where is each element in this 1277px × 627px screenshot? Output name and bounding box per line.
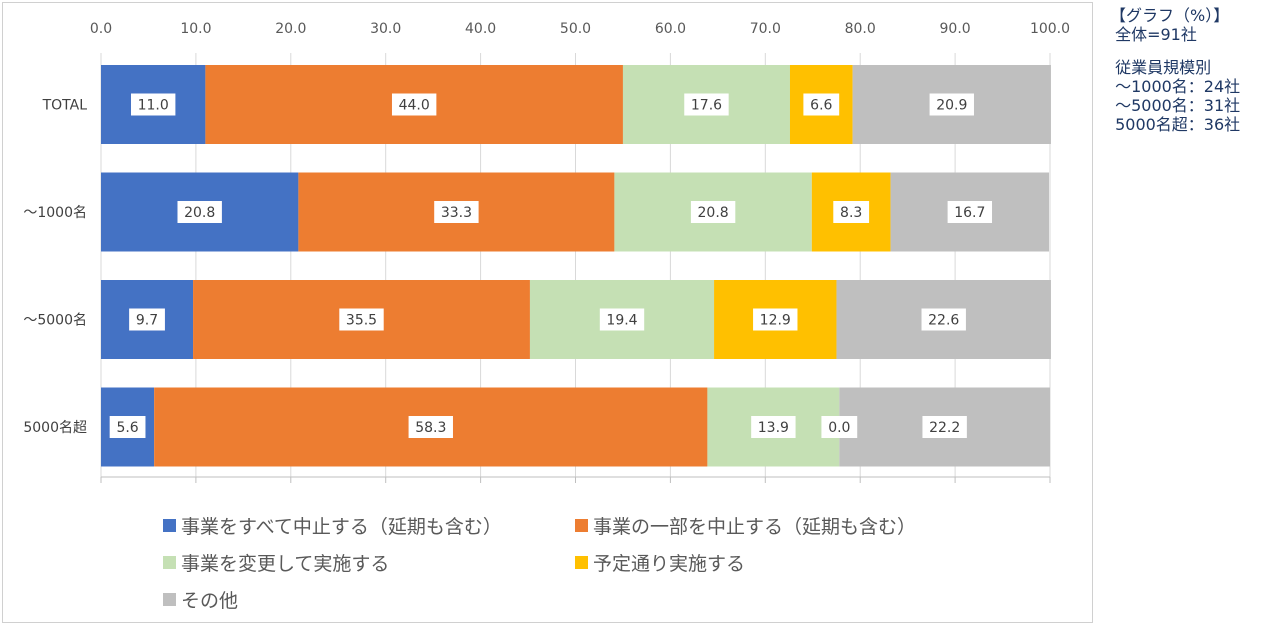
data-label: 16.7 <box>954 205 985 221</box>
data-label-bg <box>922 416 967 438</box>
note-title: 【グラフ（%）】 <box>1110 6 1230 25</box>
category-label: 5000名超 <box>23 420 87 436</box>
data-label-bg <box>391 93 437 116</box>
legend-item-stop-all: 事業をすべて中止する（延期も含む） <box>163 512 553 539</box>
data-label-bg <box>434 201 479 223</box>
x-tick-label: 40.0 <box>465 21 496 37</box>
x-tick-label: 60.0 <box>655 21 686 37</box>
x-tick-label: 70.0 <box>750 21 781 37</box>
legend: 事業をすべて中止する（延期も含む） 事業の一部を中止する（延期も含む） 事業を変… <box>163 507 1063 618</box>
data-label: 13.9 <box>758 420 789 436</box>
legend-item-as-planned: 予定通り実施する <box>575 549 745 576</box>
note-breakdown-over5000: 5000名超：36社 <box>1110 115 1241 134</box>
data-label-bg <box>684 93 729 116</box>
data-label: 20.9 <box>936 98 967 114</box>
data-label: 44.0 <box>399 98 430 114</box>
legend-swatch <box>163 593 176 606</box>
data-label: 9.7 <box>136 313 158 329</box>
x-tick-label: 30.0 <box>370 21 401 37</box>
data-label-bg <box>339 308 384 331</box>
data-label: 20.8 <box>698 205 729 221</box>
data-label: 20.8 <box>184 205 215 221</box>
category-label: TOTAL <box>42 98 88 114</box>
side-note: 【グラフ（%）】 全体=91社 従業員規模別 ～1000名：24社 ～5000名… <box>1110 6 1275 134</box>
data-label-bg <box>690 201 736 223</box>
data-label: 58.3 <box>415 420 446 436</box>
data-label-bg <box>177 201 222 223</box>
legend-label: 事業をすべて中止する（延期も含む） <box>181 516 502 538</box>
data-label: 11.0 <box>138 98 169 114</box>
data-label: 17.6 <box>691 98 722 114</box>
data-label-bg <box>751 416 796 438</box>
stacked-bar-chart: 0.0 10.0 20.0 30.0 40.0 50.0 60.0 70.0 80.0 90.0 1… <box>23 21 1070 483</box>
data-label-bg <box>833 201 870 223</box>
data-label-bg <box>130 93 176 116</box>
data-label: 8.3 <box>840 205 862 221</box>
data-label-bg <box>109 416 146 438</box>
data-label: 33.3 <box>441 205 472 221</box>
data-label: 12.9 <box>760 313 791 329</box>
legend-item-change: 事業を変更して実施する <box>163 549 553 576</box>
data-label: 6.6 <box>810 98 832 114</box>
category-label: ～1000名 <box>23 205 87 221</box>
data-label-bg <box>929 93 974 116</box>
data-label-bg <box>947 201 993 223</box>
legend-label: 予定通り実施する <box>593 553 746 575</box>
legend-label: 事業の一部を中止する（延期も含む） <box>593 516 917 538</box>
note-breakdown-title: 従業員規模別 <box>1110 58 1212 77</box>
legend-label: 事業を変更して実施する <box>181 553 390 575</box>
data-label: 0.0 <box>828 420 850 436</box>
x-tick-label: 10.0 <box>180 21 211 37</box>
legend-swatch <box>163 556 176 569</box>
legend-swatch <box>163 519 176 532</box>
legend-swatch <box>575 556 588 569</box>
x-tick-label: 0.0 <box>90 21 112 37</box>
data-label-bg <box>753 308 798 331</box>
legend-item-other: その他 <box>163 586 238 613</box>
legend-label: その他 <box>181 590 239 612</box>
data-label-bg <box>599 308 645 331</box>
note-breakdown-5000: ～5000名：31社 <box>1110 96 1241 115</box>
chart-frame: 0.0 10.0 20.0 30.0 40.0 50.0 60.0 70.0 80.0 90.0 1… <box>2 2 1093 623</box>
note-breakdown-1000: ～1000名：24社 <box>1110 77 1241 96</box>
x-tick-label: 50.0 <box>560 21 591 37</box>
data-label: 19.4 <box>606 313 637 329</box>
x-tick-label: 90.0 <box>940 21 971 37</box>
data-label: 5.6 <box>116 420 138 436</box>
x-tick-label: 100.0 <box>1030 21 1070 37</box>
x-tick-label: 80.0 <box>845 21 876 37</box>
data-label: 35.5 <box>346 313 377 329</box>
data-label-bg <box>821 416 858 438</box>
data-label-bg <box>921 308 966 331</box>
legend-item-stop-part: 事業の一部を中止する（延期も含む） <box>575 512 916 539</box>
note-total: 全体=91社 <box>1110 25 1197 44</box>
data-label: 22.6 <box>928 313 959 329</box>
data-label-bg <box>803 93 840 116</box>
x-tick-label: 20.0 <box>275 21 306 37</box>
legend-swatch <box>575 519 588 532</box>
category-label: ～5000名 <box>23 313 87 329</box>
data-label-bg <box>129 308 165 331</box>
data-label-bg <box>408 416 453 438</box>
data-label: 22.2 <box>929 420 960 436</box>
